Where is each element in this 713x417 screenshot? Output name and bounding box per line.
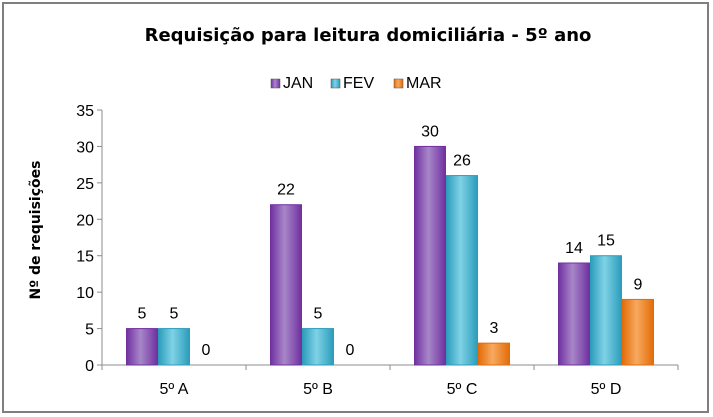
bar-fev bbox=[590, 255, 622, 366]
bar-jan bbox=[414, 145, 446, 366]
data-label-fev: 5 bbox=[314, 306, 323, 323]
data-label-mar: 9 bbox=[634, 276, 643, 293]
x-tick-label: 5º D bbox=[591, 381, 622, 398]
bar-mar bbox=[478, 342, 510, 366]
data-label-jan: 22 bbox=[277, 182, 295, 199]
data-label-mar: 0 bbox=[202, 342, 211, 359]
legend-swatch-jan bbox=[270, 78, 281, 89]
bar-fev bbox=[158, 328, 190, 366]
y-tick-label: 15 bbox=[76, 249, 94, 266]
data-label-fev: 5 bbox=[170, 306, 179, 323]
y-tick-label: 0 bbox=[85, 358, 94, 375]
x-tick-label: 5º B bbox=[303, 381, 333, 398]
bar-jan bbox=[270, 204, 302, 366]
y-tick-label: 20 bbox=[76, 212, 94, 229]
y-tick-label: 25 bbox=[76, 176, 94, 193]
legend: JAN FEV MAR bbox=[270, 75, 442, 92]
x-tick-label: 5º C bbox=[447, 381, 478, 398]
y-tick-label: 35 bbox=[76, 103, 94, 120]
data-label-jan: 30 bbox=[421, 123, 439, 140]
data-label-jan: 5 bbox=[138, 306, 147, 323]
y-tick-label: 5 bbox=[85, 322, 94, 339]
chart-frame: Requisição para leitura domiciliária - 5… bbox=[2, 2, 709, 413]
x-tick-label: 5º A bbox=[160, 381, 189, 398]
data-label-mar: 3 bbox=[490, 320, 499, 337]
data-label-mar: 0 bbox=[346, 342, 355, 359]
data-labels: 5 5 0 22 5 0 30 26 3 14 15 9 bbox=[138, 123, 643, 359]
y-tick-label: 10 bbox=[76, 285, 94, 302]
data-label-fev: 26 bbox=[453, 153, 471, 170]
legend-label-fev: FEV bbox=[343, 75, 374, 92]
bar-chart: Requisição para leitura domiciliária - 5… bbox=[28, 25, 679, 398]
bar-mar bbox=[622, 298, 654, 366]
legend-label-jan: JAN bbox=[283, 75, 313, 92]
y-tick-label: 30 bbox=[76, 139, 94, 156]
bar-fev bbox=[302, 328, 334, 366]
y-axis-label: Nº de requisições bbox=[28, 161, 44, 300]
legend-swatch-fev bbox=[330, 78, 341, 89]
chart-title: Requisição para leitura domiciliária - 5… bbox=[145, 25, 592, 46]
legend-swatch-mar bbox=[393, 78, 404, 89]
data-label-jan: 14 bbox=[565, 240, 583, 257]
bars bbox=[126, 145, 654, 366]
bar-jan bbox=[126, 328, 158, 366]
bar-jan bbox=[558, 262, 590, 366]
data-label-fev: 15 bbox=[597, 233, 615, 250]
bar-fev bbox=[446, 175, 478, 366]
legend-label-mar: MAR bbox=[406, 75, 442, 92]
